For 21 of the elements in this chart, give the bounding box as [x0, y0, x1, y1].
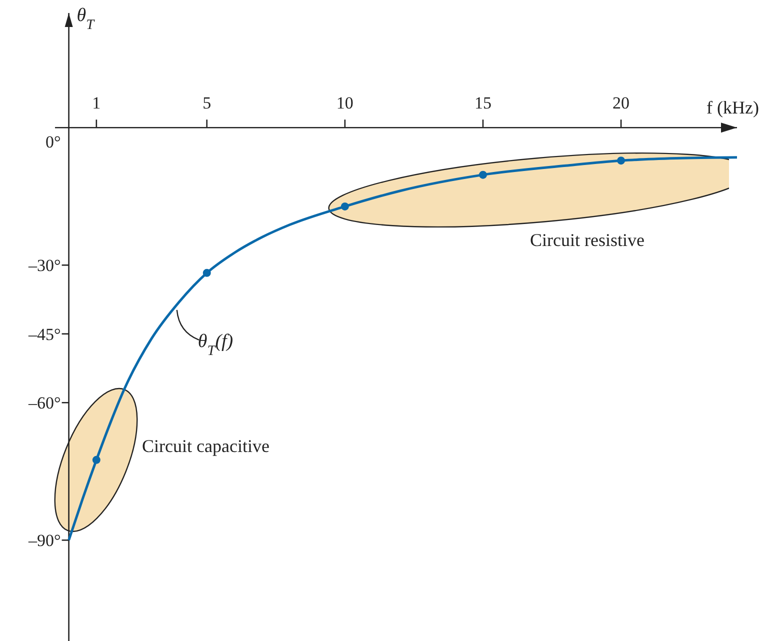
annotation: Circuit capacitive: [142, 436, 270, 456]
point: [340, 202, 349, 210]
point: [478, 170, 487, 179]
line-series: [68, 156, 738, 542]
x-tick-label: 10: [336, 94, 354, 113]
series-label: θ$_{T}$(f): [198, 330, 234, 359]
x-tick-label: 5: [202, 94, 212, 113]
annotation: Circuit resistive: [530, 230, 644, 250]
y-tick-label: –45°: [27, 324, 61, 344]
x-axis-title: f (kHz): [706, 98, 759, 118]
point: [202, 268, 211, 277]
y-tick-label: –30°: [27, 256, 61, 276]
y-axis-title: θ$_{T}$: [76, 5, 96, 33]
y-tick-label: –60°: [27, 394, 61, 413]
x-tick-label: 1: [92, 94, 101, 113]
x-tick-label: 15: [474, 94, 492, 113]
y-tick-label: –90°: [27, 531, 61, 550]
y-tick-label: 0°: [45, 132, 61, 152]
point: [92, 456, 100, 464]
x-tick-label: 20: [612, 94, 630, 113]
point: [617, 156, 626, 165]
